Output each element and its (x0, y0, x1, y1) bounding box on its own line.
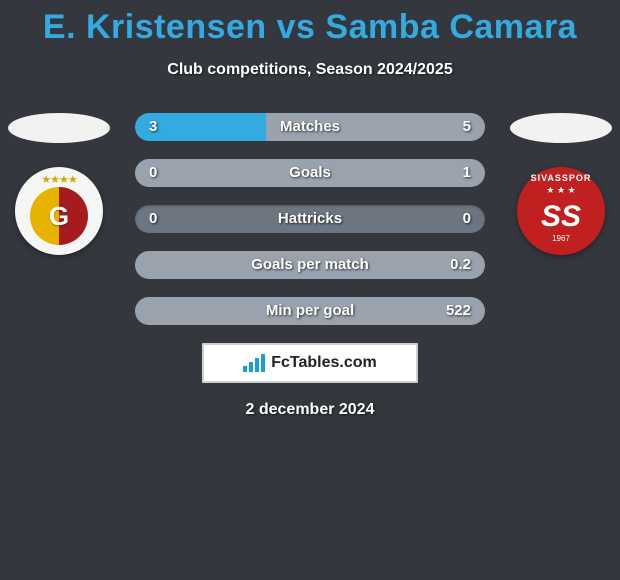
stat-bars: 3Matches50Goals10Hattricks0Goals per mat… (135, 113, 485, 325)
stat-label: Matches (135, 113, 485, 141)
stat-row: Min per goal522 (135, 297, 485, 325)
stat-row: 0Goals1 (135, 159, 485, 187)
stat-label: Goals per match (135, 251, 485, 279)
stat-value-right: 0.2 (450, 251, 471, 279)
stat-label: Min per goal (135, 297, 485, 325)
footer-brand-box: FcTables.com (202, 343, 418, 383)
club-monogram: G (30, 187, 88, 245)
stat-label: Hattricks (135, 205, 485, 233)
comparison-infographic: E. Kristensen vs Samba Camara Club compe… (0, 0, 620, 419)
star-icon: ★★★★ (41, 173, 76, 186)
right-club-badge: SIVASSPOR ★ ★ ★ SS 1967 (517, 167, 605, 255)
stat-value-right: 1 (463, 159, 471, 187)
stat-value-right: 5 (463, 113, 471, 141)
right-player-photo (510, 113, 612, 143)
left-club-badge: ★★★★ G (15, 167, 103, 255)
left-player-column: ★★★★ G (4, 113, 114, 255)
left-player-photo (8, 113, 110, 143)
club-arc-text: SIVASSPOR (531, 173, 592, 183)
stat-row: Goals per match0.2 (135, 251, 485, 279)
star-icon: ★ ★ ★ (546, 185, 575, 196)
stat-value-right: 522 (446, 297, 471, 325)
brand-text: FcTables.com (271, 354, 377, 372)
date-text: 2 december 2024 (0, 401, 620, 419)
main-area: ★★★★ G SIVASSPOR ★ ★ ★ SS 1967 3Matches5… (0, 113, 620, 325)
club-monogram: SS (541, 200, 581, 234)
right-player-column: SIVASSPOR ★ ★ ★ SS 1967 (506, 113, 616, 255)
stat-row: 0Hattricks0 (135, 205, 485, 233)
stat-label: Goals (135, 159, 485, 187)
chart-bars-icon (243, 354, 265, 372)
club-year: 1967 (552, 234, 570, 243)
subtitle: Club competitions, Season 2024/2025 (0, 61, 620, 79)
stat-value-right: 0 (463, 205, 471, 233)
stat-row: 3Matches5 (135, 113, 485, 141)
page-title: E. Kristensen vs Samba Camara (0, 8, 620, 47)
